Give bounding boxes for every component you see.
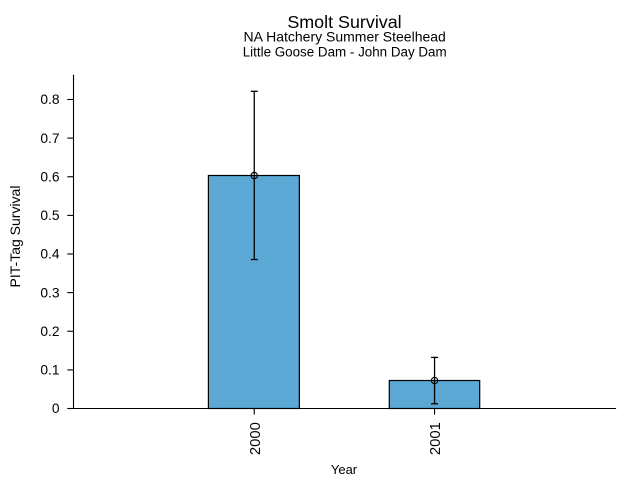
svg-text:0.1: 0.1 [40, 363, 59, 378]
svg-text:Year: Year [331, 462, 358, 477]
svg-text:Little Goose Dam - John Day Da: Little Goose Dam - John Day Dam [243, 44, 447, 59]
svg-text:2000: 2000 [248, 422, 264, 455]
svg-text:0.3: 0.3 [40, 285, 60, 300]
svg-text:0.2: 0.2 [40, 324, 59, 339]
svg-text:2001: 2001 [428, 422, 444, 455]
svg-text:0.5: 0.5 [40, 208, 60, 223]
svg-text:PIT-Tag Survival: PIT-Tag Survival [7, 186, 23, 288]
svg-text:0.4: 0.4 [40, 247, 60, 262]
svg-text:0.8: 0.8 [40, 92, 60, 107]
svg-text:0: 0 [52, 401, 60, 416]
svg-text:NA Hatchery Summer Steelhead: NA Hatchery Summer Steelhead [244, 29, 446, 45]
svg-text:Smolt Survival: Smolt Survival [287, 12, 401, 32]
svg-text:0.7: 0.7 [40, 131, 59, 146]
svg-text:0.6: 0.6 [40, 170, 60, 185]
